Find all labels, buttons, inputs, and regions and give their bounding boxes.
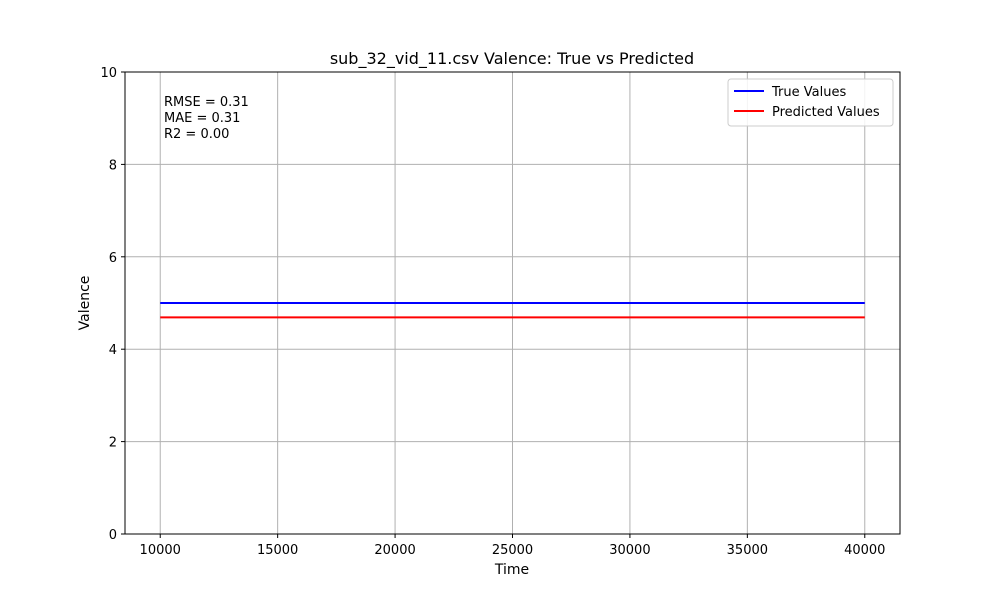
legend-box [727,78,894,127]
legend: True Values Predicted Values [727,78,894,127]
y-tick-label: 8 [109,158,117,173]
y-tick-label: 0 [109,528,117,543]
legend-label: Predicted Values [772,105,880,120]
x-tick-label: 10000 [140,543,181,558]
x-tick-label: 35000 [727,543,768,558]
x-axis-label: Time [494,562,529,578]
x-tick-label: 40000 [844,543,885,558]
legend-label: True Values [771,85,846,100]
y-tick-label: 4 [109,343,117,358]
stat-annotation: RMSE = 0.31 [164,95,249,110]
series-lines [160,302,865,319]
y-axis-label: Valence [77,276,93,331]
y-tick-label: 2 [109,436,117,451]
x-tick-label: 30000 [609,543,650,558]
axis-ticks: 10000 15000 20000 25000 30000 35000 40000 0 2 4 6 8… [100,66,885,558]
stat-annotation: R2 = 0.00 [164,127,229,142]
x-tick-label: 25000 [492,543,533,558]
stat-annotation: MAE = 0.31 [164,111,240,126]
y-tick-label: 6 [109,251,117,266]
y-tick-label: 10 [100,66,117,81]
x-tick-label: 15000 [257,543,298,558]
chart-title: sub_32_vid_11.csv Valence: True vs Predi… [330,49,694,69]
x-tick-label: 20000 [374,543,415,558]
